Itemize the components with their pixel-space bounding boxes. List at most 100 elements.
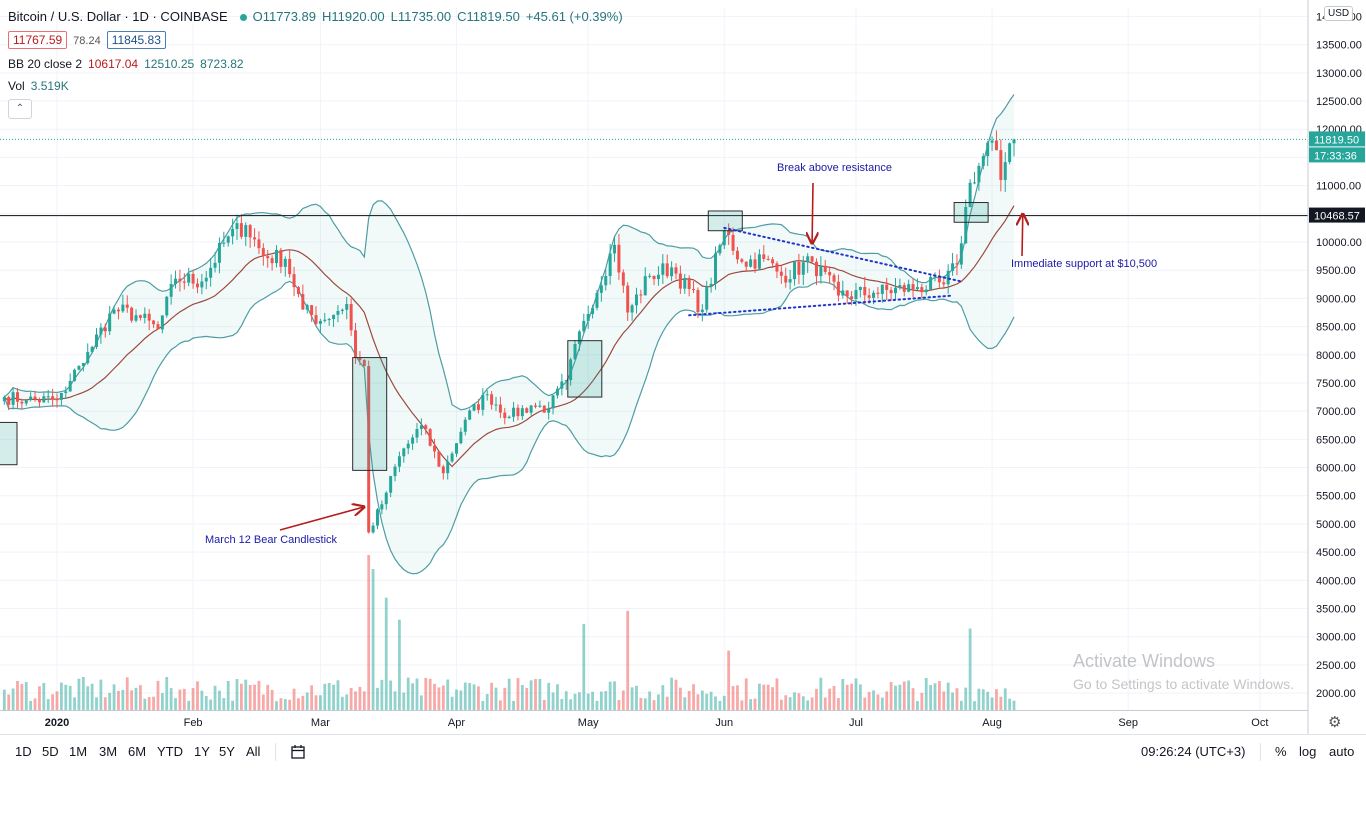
volume-bar — [788, 697, 792, 710]
volume-bar — [424, 677, 428, 710]
candle-body — [560, 381, 564, 389]
bb-legend[interactable]: BB 20 close 2 10617.04 12510.25 8723.82 — [8, 57, 250, 71]
time-tick-label: Oct — [1251, 717, 1268, 729]
volume-bar — [117, 690, 120, 710]
volume-bar — [446, 679, 450, 710]
volume-bar — [630, 687, 634, 710]
candle-body — [538, 405, 542, 407]
range-all-button[interactable]: All — [246, 744, 261, 759]
volume-bar — [709, 691, 713, 710]
range-5d-button[interactable]: 5D — [42, 744, 59, 759]
candle-body — [670, 267, 674, 277]
candle-body — [64, 391, 68, 394]
volume-bar — [95, 697, 98, 710]
volume-bar — [937, 681, 941, 710]
candle-body — [661, 263, 665, 275]
candle-body — [33, 396, 37, 400]
volume-bar — [946, 682, 950, 710]
candle-body — [51, 396, 55, 400]
candle-body — [806, 256, 810, 263]
volume-bar — [670, 677, 673, 710]
clock-readout[interactable]: 09:26:24 (UTC+3) — [1141, 744, 1246, 759]
gear-icon[interactable]: ⚙ — [1328, 714, 1342, 731]
log-toggle[interactable]: log — [1299, 744, 1317, 759]
candle-body — [143, 313, 147, 318]
vol-legend[interactable]: Vol 3.519K — [8, 79, 75, 93]
volume-bar — [490, 682, 494, 710]
annotation-support: Immediate support at $10,500 — [1011, 258, 1158, 270]
percent-toggle[interactable]: % — [1275, 744, 1287, 759]
volume-bar — [81, 677, 85, 710]
volume-bar — [801, 696, 805, 710]
candle-body — [301, 294, 305, 310]
ohlc-change: +45.61 (+0.39%) — [525, 9, 623, 24]
volume-bar — [744, 678, 748, 710]
volume-bar — [964, 687, 968, 710]
range-6m-button[interactable]: 6M — [128, 744, 147, 759]
volume-bar — [613, 681, 616, 710]
candle-body — [924, 289, 928, 293]
candle-body — [217, 242, 221, 263]
candle-body — [314, 315, 318, 324]
volume-bar — [51, 694, 55, 710]
volume-bar — [46, 699, 50, 710]
candle-body — [665, 263, 669, 277]
candle-body — [951, 263, 955, 271]
range-1y-button[interactable]: 1Y — [194, 744, 210, 759]
candle-body — [2, 397, 6, 402]
volume-bar — [130, 690, 134, 710]
candle-body — [468, 410, 472, 420]
buy-price-button[interactable]: 11845.83 — [106, 31, 166, 49]
range-1m-button[interactable]: 1M — [69, 744, 88, 759]
price-tick-label: 3000.00 — [1316, 632, 1356, 644]
candle-body — [270, 258, 274, 264]
candle-body — [15, 392, 19, 402]
volume-bar — [222, 698, 226, 710]
volume-bar — [279, 698, 283, 710]
volume-bar — [354, 691, 357, 710]
chart-canvas[interactable]: 14000.0013500.0013000.0012500.0012000.00… — [0, 0, 1366, 734]
candle-body — [358, 357, 362, 361]
candle-body — [674, 267, 678, 274]
volume-bar — [880, 697, 884, 710]
date-range-icon[interactable] — [290, 744, 306, 760]
candle-body — [854, 290, 858, 300]
trendline-upper — [723, 226, 963, 283]
range-5y-button[interactable]: 5Y — [219, 744, 235, 759]
bb-basis-value: 10617.04 — [88, 57, 139, 71]
volume-bar — [959, 700, 963, 710]
bb-upper-value: 12510.25 — [144, 57, 195, 71]
candle-body — [433, 445, 437, 452]
candle-body — [520, 408, 524, 417]
currency-button[interactable]: USD — [1324, 6, 1354, 21]
volume-bar — [779, 699, 783, 710]
range-ytd-button[interactable]: YTD — [157, 744, 183, 759]
bottom-toolbar: 1D 5D 1M 3M 6M YTD 1Y 5Y All 09:26:24 (U… — [0, 734, 1366, 769]
candle-body — [876, 292, 880, 294]
volume-bar — [534, 679, 537, 710]
candle-body — [573, 344, 577, 360]
candle-body — [946, 270, 950, 285]
volume-bar — [226, 681, 230, 710]
volume-bar — [920, 692, 924, 710]
auto-toggle[interactable]: auto — [1329, 744, 1355, 759]
volume-bar — [314, 695, 318, 710]
collapse-legend-button[interactable]: ⌃ — [8, 99, 32, 119]
candle-body — [634, 294, 638, 306]
volume-bar — [582, 624, 586, 710]
candle-body — [1012, 139, 1016, 144]
volume-bar — [248, 684, 252, 710]
candle-body — [406, 443, 410, 449]
candle-body — [402, 448, 406, 457]
candle-body — [86, 351, 90, 364]
volume-bar — [231, 700, 234, 710]
volume-bar — [876, 694, 880, 710]
candle-body — [735, 250, 739, 260]
candle-body — [955, 263, 959, 265]
sell-price-button[interactable]: 11767.59 — [8, 31, 68, 49]
range-1d-button[interactable]: 1D — [15, 744, 32, 759]
candle-body — [336, 310, 340, 315]
range-3m-button[interactable]: 3M — [99, 744, 118, 759]
volume-bar — [828, 688, 832, 710]
symbol-title[interactable]: Bitcoin / U.S. Dollar · 1D · COINBASE — [8, 9, 228, 24]
